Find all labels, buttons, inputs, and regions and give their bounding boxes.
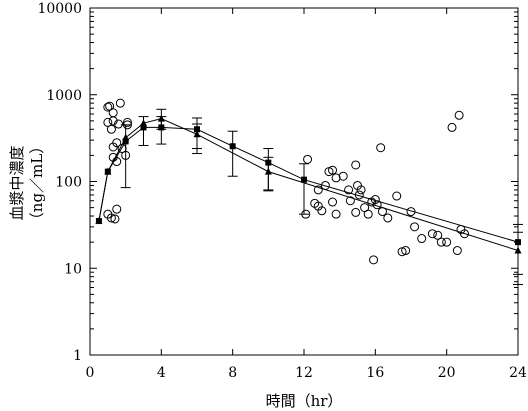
observation-points (103, 98, 469, 265)
observation-point (112, 138, 122, 148)
x-tick-label: 24 (509, 365, 527, 381)
observation-point (392, 191, 402, 201)
observation-point (433, 230, 443, 240)
y-tick-label: 10000 (37, 1, 82, 17)
x-axis-ticks: 0 4 8 12 16 20 24 (86, 8, 527, 381)
triangle-marker (264, 167, 272, 175)
triangle-marker (157, 114, 165, 122)
triangle-marker (95, 217, 103, 225)
observation-point (115, 98, 125, 108)
x-tick-label: 8 (228, 365, 237, 381)
observation-point (303, 154, 313, 164)
square-marker (229, 143, 236, 150)
x-tick-label: 16 (366, 365, 384, 381)
observation-point (417, 234, 427, 244)
y-tick-label: 1000 (46, 88, 82, 104)
observation-point (338, 171, 348, 181)
observation-point (410, 222, 420, 232)
triangle-marker (104, 167, 112, 175)
observation-point (328, 197, 338, 207)
triangle-marker (193, 130, 201, 138)
observation-point (442, 237, 452, 247)
observation-point (351, 160, 361, 170)
y-axis-title-line1: 血漿中濃度 (8, 145, 26, 220)
observation-point (313, 185, 323, 195)
y-axis-ticks: 1 10 100 1000 10000 (37, 1, 518, 364)
observation-point (112, 204, 122, 214)
observation-point (103, 117, 113, 127)
observation-point (331, 209, 341, 219)
observation-point (363, 209, 373, 219)
observation-point (454, 110, 464, 120)
series-line-triangle (98, 118, 519, 251)
triangle-marker (140, 119, 147, 127)
observation-point (328, 165, 338, 175)
observation-point (110, 214, 120, 224)
observation-point (447, 122, 457, 132)
observation-point (331, 173, 341, 183)
observation-point (460, 229, 469, 239)
observation-point (383, 213, 393, 223)
x-tick-label: 12 (295, 365, 313, 381)
observation-point (108, 116, 118, 126)
triangle-marker (122, 133, 130, 141)
series-line-square (98, 126, 519, 243)
observation-point (427, 229, 437, 239)
observation-point (317, 206, 327, 216)
observation-point (376, 143, 386, 153)
observation-point (356, 185, 366, 195)
observation-point (114, 119, 124, 129)
observation-point (436, 237, 446, 247)
observation-point (401, 246, 411, 256)
square-marker (301, 176, 307, 183)
observation-point (106, 124, 116, 134)
x-tick-label: 20 (438, 365, 456, 381)
y-tick-label: 1 (73, 348, 82, 364)
y-axis-title-line2: （ng／mL） (28, 139, 46, 227)
y-tick-label: 100 (55, 175, 82, 191)
observation-point (344, 185, 354, 195)
x-axis-title: 時間（hr） (266, 392, 343, 410)
observation-point (397, 247, 407, 257)
x-tick-label: 0 (86, 365, 95, 381)
observation-point (345, 196, 355, 206)
y-axis-title: 血漿中濃度 （ng／mL） (8, 139, 46, 227)
observation-point (106, 213, 116, 223)
series-layer (95, 108, 523, 285)
y-tick-label: 10 (64, 261, 82, 277)
observation-point (369, 255, 379, 265)
observation-point (351, 207, 361, 217)
observation-point (103, 102, 113, 112)
square-marker (140, 124, 147, 131)
triangle-marker (514, 246, 522, 254)
observation-point (108, 108, 118, 118)
x-tick-label: 4 (157, 365, 166, 381)
observation-point (122, 117, 132, 127)
square-marker (122, 138, 129, 145)
observation-point (452, 246, 462, 256)
